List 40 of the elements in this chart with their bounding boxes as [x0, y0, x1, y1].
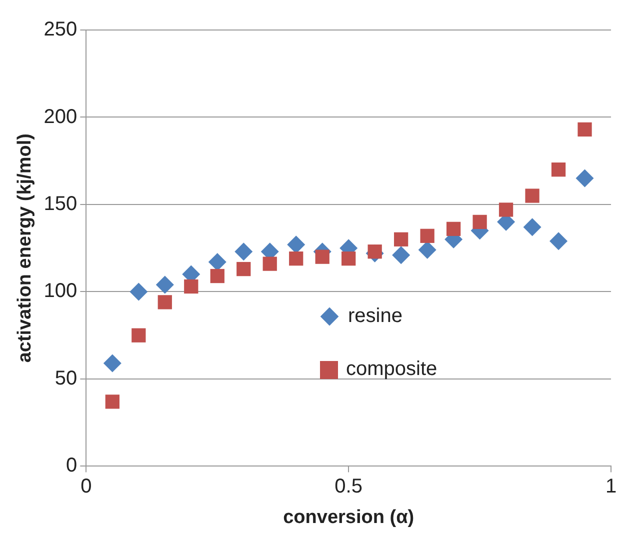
legend-label: composite [346, 358, 438, 381]
point [418, 240, 436, 259]
x-tick-label: 1 [605, 476, 617, 498]
point [551, 162, 566, 177]
point [525, 188, 540, 203]
point [132, 328, 146, 342]
point [446, 222, 461, 236]
point [420, 228, 434, 243]
y-tick-label: 50 [54, 367, 78, 390]
point [342, 252, 356, 266]
y-tick-label: 100 [44, 280, 78, 302]
point [262, 256, 277, 271]
point [576, 169, 594, 188]
legend-label: resine [348, 305, 402, 328]
y-tick-label: 250 [44, 18, 78, 41]
point [210, 268, 224, 284]
x-axis-title: conversion (α) [283, 506, 414, 528]
point [550, 232, 568, 250]
point [130, 282, 148, 301]
point [158, 295, 172, 310]
point [105, 394, 120, 409]
point [184, 279, 198, 294]
y-tick-label: 0 [66, 454, 78, 477]
point [498, 202, 514, 217]
point [472, 214, 487, 229]
point [523, 218, 542, 236]
x-tick-label: 0.5 [334, 476, 362, 498]
point [315, 250, 330, 264]
y-axis-title: activation energy (kj/mol) [14, 134, 36, 363]
x-tick-label: 0 [80, 476, 92, 498]
y-tick-label: 200 [44, 106, 78, 128]
y-tick-label: 150 [44, 192, 78, 215]
point [392, 246, 410, 264]
point [289, 252, 304, 266]
point [103, 354, 122, 372]
point [156, 276, 174, 294]
point [578, 122, 592, 137]
point [234, 242, 253, 261]
point [394, 232, 408, 246]
point [236, 262, 251, 276]
